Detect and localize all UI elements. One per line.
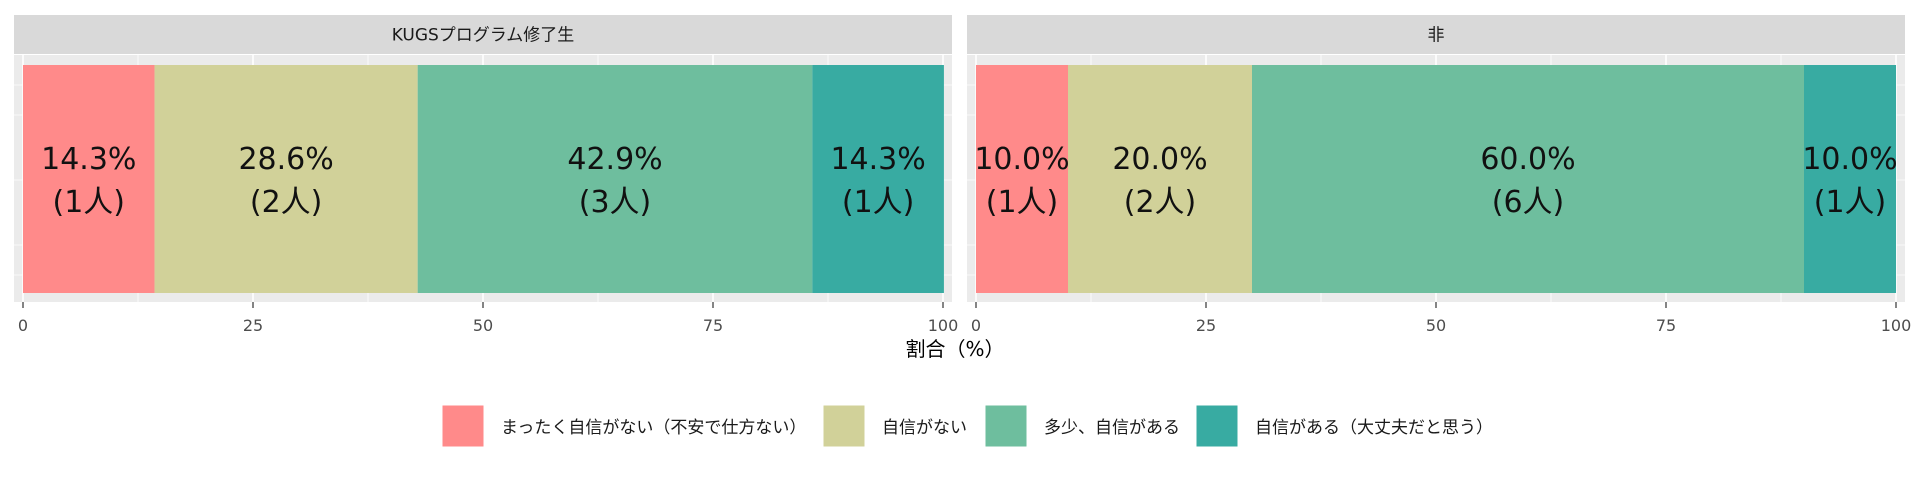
x-tick-label: 75 (703, 316, 723, 335)
bar-segment (812, 65, 944, 293)
x-tick-label: 50 (473, 316, 493, 335)
x-tick-label: 0 (18, 316, 28, 335)
x-axis-title: 割合（%） (905, 337, 1004, 361)
bar-segment (417, 65, 813, 293)
legend-label: 多少、自信がある (1044, 418, 1180, 438)
x-tick-label: 0 (971, 316, 981, 335)
data-label-count: (1人) (986, 185, 1059, 220)
x-tick-label: 100 (1881, 316, 1912, 335)
data-label-count: (6人) (1492, 185, 1565, 220)
legend-label: 自信がある（大丈夫だと思う） (1255, 418, 1493, 438)
data-label-count: (1人) (1814, 185, 1887, 220)
data-label-count: (2人) (250, 185, 323, 220)
facet-strip-label: KUGSプログラム修了生 (392, 26, 575, 46)
facet-strip (14, 15, 952, 54)
legend-item: 多少、自信がある (984, 404, 1180, 448)
facet-panel-0: KUGSプログラム修了生 14.3% (1人) 28.6% (2人) 42.9% (3人) 1… (14, 15, 958, 335)
data-label-count: (1人) (842, 185, 915, 220)
facet-panel-1: 非 10.0% (1人) 20.0% (2人) 60.0% (6人) 10.0% (1人) 0 25… (967, 15, 1911, 335)
legend-item: 自信がない (822, 404, 967, 448)
facet-strip-label: 非 (1428, 26, 1445, 46)
x-tick-label: 100 (928, 316, 959, 335)
legend-label: まったく自信がない（不安で仕方ない） (501, 418, 806, 438)
x-tick-label: 75 (1656, 316, 1676, 335)
legend-item: 自信がある（大丈夫だと思う） (1195, 404, 1493, 448)
bar-segment (154, 65, 418, 293)
data-label-percent: 10.0% (974, 142, 1069, 177)
data-label-percent: 42.9% (567, 142, 662, 177)
bar-segment (1068, 65, 1252, 293)
data-label-percent: 10.0% (1802, 142, 1897, 177)
data-label-percent: 20.0% (1112, 142, 1207, 177)
data-label-count: (2人) (1124, 185, 1197, 220)
x-tick-label: 50 (1426, 316, 1446, 335)
legend-swatch (1195, 404, 1239, 448)
data-label-count: (1人) (53, 185, 126, 220)
legend-label: 自信がない (882, 418, 967, 438)
legend-swatch (822, 404, 866, 448)
legend-swatch (984, 404, 1028, 448)
legend-swatch (441, 404, 485, 448)
legend-item: まったく自信がない（不安で仕方ない） (441, 404, 806, 448)
facet-strip (967, 15, 1905, 54)
bar-segment (976, 65, 1068, 293)
data-label-percent: 14.3% (830, 142, 925, 177)
bar-segment (1804, 65, 1896, 293)
data-label-percent: 60.0% (1480, 142, 1575, 177)
bar-segment (1252, 65, 1804, 293)
x-tick-label: 25 (243, 316, 263, 335)
x-tick-label: 25 (1196, 316, 1216, 335)
bar-segment (23, 65, 155, 293)
data-label-percent: 14.3% (41, 142, 136, 177)
data-label-count: (3人) (579, 185, 652, 220)
data-label-percent: 28.6% (238, 142, 333, 177)
